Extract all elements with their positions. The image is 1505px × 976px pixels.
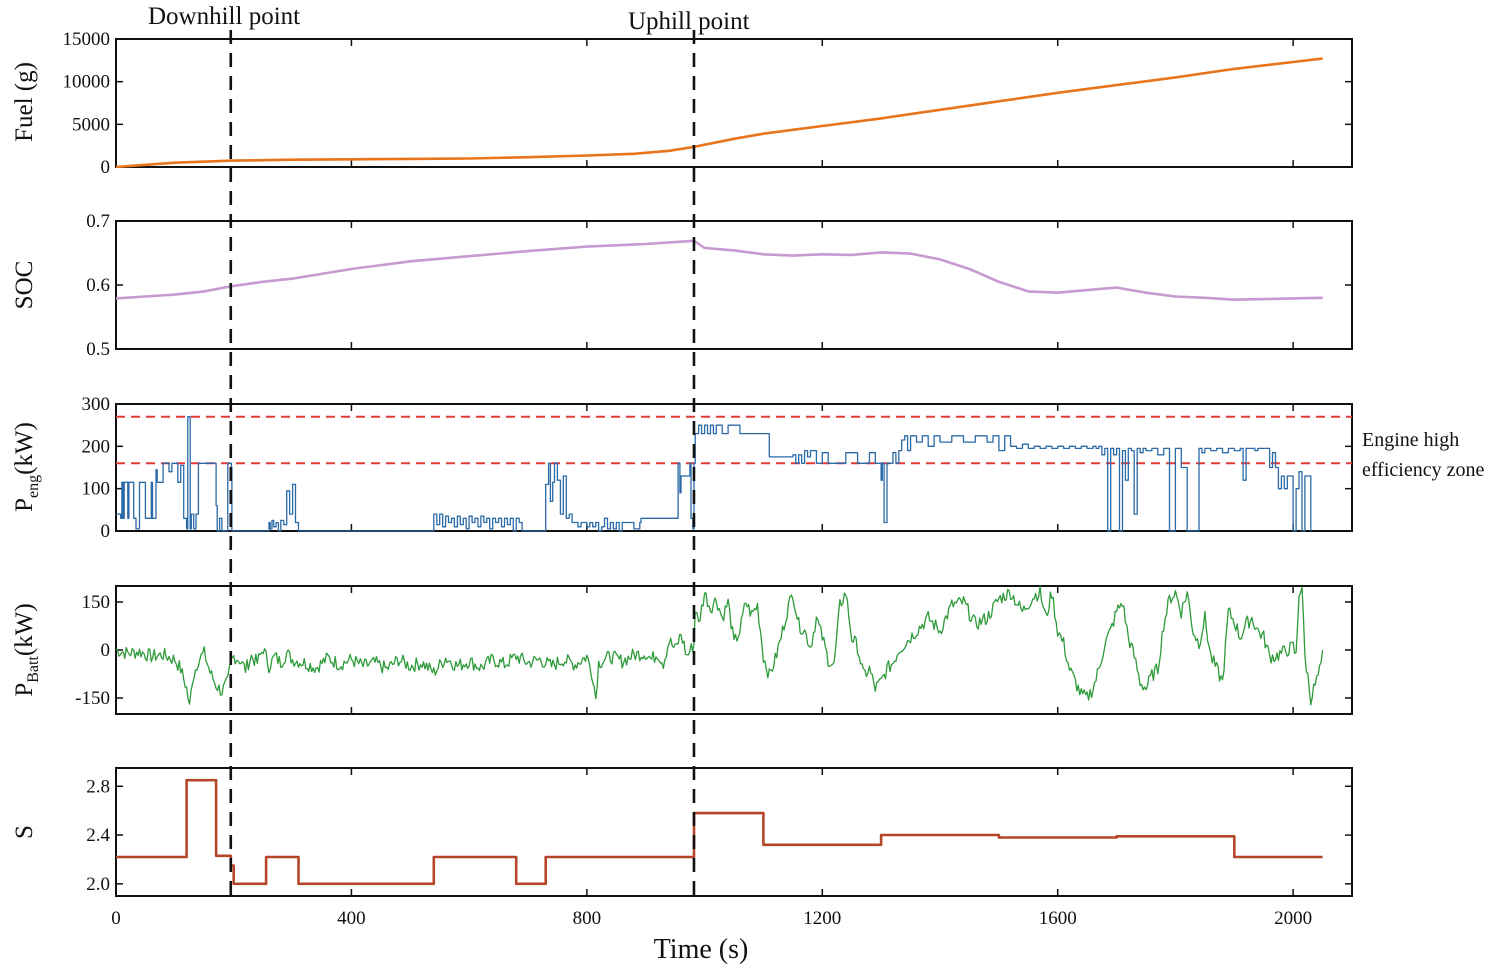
ylabel-pbatt-sub: Batt xyxy=(25,656,42,683)
xtick-label: 1200 xyxy=(803,908,841,929)
panel-frame-peng xyxy=(115,403,1353,532)
zone-label-line1: Engine high xyxy=(1362,429,1459,451)
ylabel-peng-sub: eng xyxy=(25,475,42,498)
ytick-label-peng: 300 xyxy=(82,394,111,415)
ytick-label-pbatt: 150 xyxy=(82,592,111,613)
ytick-label-s: 2.4 xyxy=(86,825,110,846)
ylabel-pbatt-unit: (kW) xyxy=(11,603,38,656)
ytick-label-pbatt: 0 xyxy=(101,640,111,661)
xtick-label: 1600 xyxy=(1039,908,1077,929)
ytick-label-peng: 0 xyxy=(101,521,111,542)
ytick-label-peng: 200 xyxy=(82,436,111,457)
ylabel-soc: SOC xyxy=(11,261,38,310)
ytick-label-fuel: 5000 xyxy=(72,114,110,135)
xtick-label: 800 xyxy=(573,908,602,929)
ytick-label-s: 2.0 xyxy=(86,874,110,895)
xtick-label: 0 xyxy=(111,908,121,929)
ytick-label-soc: 0.7 xyxy=(86,211,110,232)
ytick-label-soc: 0.6 xyxy=(86,275,110,296)
zone-label-line2: efficiency zone xyxy=(1362,459,1484,481)
ytick-label-s: 2.8 xyxy=(86,776,110,797)
ylabel-pbatt: PBatt(kW) xyxy=(11,603,42,696)
ylabel-s: S xyxy=(11,825,38,839)
panel-frame-pbatt xyxy=(115,585,1353,715)
panels-layer: 0 5000 10000 15000 0.5 0.6 0.7 0 100 200 300 -150 0 1… xyxy=(63,29,1353,929)
ytick-label-pbatt: -150 xyxy=(75,688,110,709)
ylabel-fuel: Fuel (g) xyxy=(11,62,38,142)
series-line-s xyxy=(116,778,1323,886)
annotation-uphill: Uphill point xyxy=(628,8,750,35)
xtick-label: 400 xyxy=(337,908,366,929)
ytick-label-peng: 100 xyxy=(82,479,111,500)
annotation-downhill: Downhill point xyxy=(148,3,300,30)
ylabel-peng-main: P xyxy=(11,498,38,512)
series-line-fuel xyxy=(115,57,1323,169)
xtick-label: 2000 xyxy=(1274,908,1312,929)
series-line-peng xyxy=(116,416,1312,532)
ylabel-pbatt-main: P xyxy=(11,683,38,697)
ytick-label-fuel: 10000 xyxy=(63,72,111,93)
panel-frame-fuel xyxy=(115,38,1353,168)
vlines-layer xyxy=(229,30,696,896)
ytick-label-soc: 0.5 xyxy=(86,339,110,360)
ytick-label-fuel: 15000 xyxy=(63,29,111,50)
xlabel: Time (s) xyxy=(654,934,749,965)
panel-frame-soc xyxy=(115,220,1353,350)
ylabel-peng: Peng(kW) xyxy=(11,422,42,512)
ytick-label-fuel: 0 xyxy=(101,157,111,178)
panel-frame-s xyxy=(115,767,1353,897)
series-line-pbatt xyxy=(115,585,1324,706)
series-line-soc xyxy=(115,239,1323,301)
ylabel-peng-unit: (kW) xyxy=(11,422,38,475)
